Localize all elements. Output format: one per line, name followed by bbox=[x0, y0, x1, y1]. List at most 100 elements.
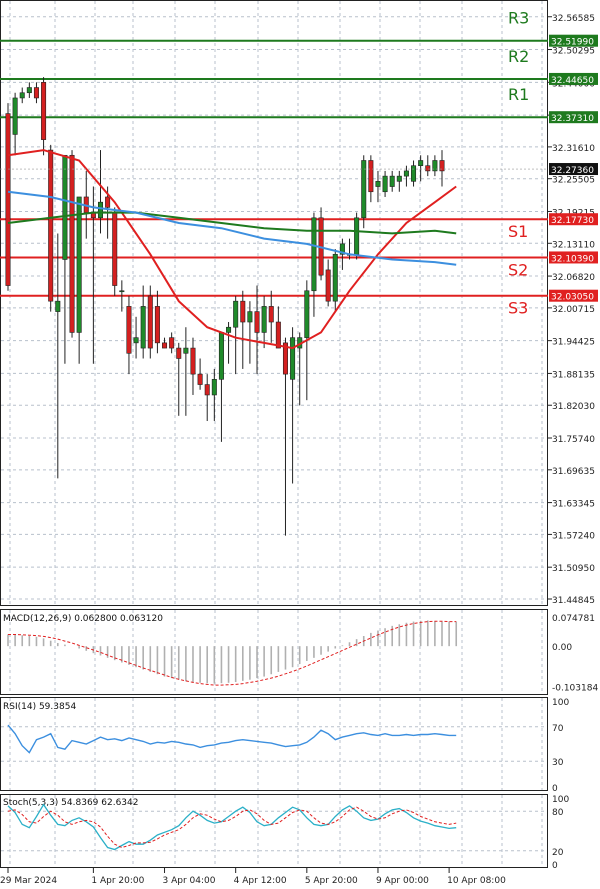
price-axis: 32.5658532.5029532.4400032.3770532.31610… bbox=[0, 14, 598, 606]
level-price-tag bbox=[549, 34, 598, 47]
level-price-tag bbox=[549, 251, 598, 264]
rsi-tick-label: 30 bbox=[552, 758, 564, 768]
candle-body bbox=[19, 92, 25, 99]
support-resistance-levels: R3 R2 R1 S1 S2 S3 bbox=[0, 9, 548, 318]
price-tick-label: 31.44845 bbox=[552, 596, 595, 606]
rsi-tick-label: 70 bbox=[552, 724, 564, 734]
candle-body bbox=[254, 311, 260, 333]
macd-signal-line bbox=[8, 620, 457, 686]
level-price-tag bbox=[549, 111, 598, 124]
candle-body bbox=[33, 87, 39, 99]
price-tick-label: 32.00715 bbox=[552, 305, 595, 315]
candle-body bbox=[133, 337, 139, 344]
price-tick-label: 31.63345 bbox=[552, 500, 595, 510]
macd-panel: MACD(12,26,9) 0.062800 0.063120 0.074781 0… bbox=[3, 614, 598, 693]
rsi-label: RSI(14) 59.3854 bbox=[3, 702, 76, 712]
stoch-tick-label: 100 bbox=[552, 795, 569, 805]
candle-body bbox=[62, 154, 68, 260]
stoch-panel: Stoch(5,3,3) 54.8369 62.6342 100 80 20 0 bbox=[1, 795, 569, 871]
level-price-tag bbox=[549, 213, 598, 226]
stoch-tick-label: 80 bbox=[552, 808, 564, 818]
candle-body bbox=[218, 332, 224, 380]
moving-average-line bbox=[7, 211, 457, 235]
price-tick-label: 32.13110 bbox=[552, 240, 595, 250]
candle-body bbox=[311, 217, 317, 292]
candle-body bbox=[147, 295, 153, 349]
stoch-tick-label: 0 bbox=[552, 861, 558, 871]
time-tick-label: 10 Apr 08:00 bbox=[447, 876, 506, 886]
candle-body bbox=[282, 342, 288, 375]
candle-body bbox=[389, 175, 395, 187]
level-label-r1: R1 bbox=[508, 85, 529, 104]
stoch-k-line bbox=[7, 803, 457, 851]
level-price-tag bbox=[549, 289, 598, 302]
candle-body bbox=[48, 149, 54, 302]
moving-averages bbox=[7, 149, 457, 350]
price-tick-label: 32.06820 bbox=[552, 273, 595, 283]
candle-body bbox=[154, 306, 160, 344]
candle-body bbox=[368, 160, 374, 193]
candle-body bbox=[425, 165, 431, 172]
candle-body bbox=[5, 113, 11, 286]
candle-body bbox=[69, 154, 75, 333]
candle-body bbox=[226, 326, 232, 333]
price-tick-label: 31.69635 bbox=[552, 467, 595, 477]
candle-body bbox=[41, 82, 47, 140]
rsi-tick-label: 0 bbox=[552, 784, 558, 794]
price-tick-label: 31.82030 bbox=[552, 402, 595, 412]
candle-body bbox=[432, 160, 438, 172]
candle-body bbox=[411, 165, 417, 182]
rsi-tick-label: 100 bbox=[552, 698, 569, 708]
stoch-tick-label: 20 bbox=[552, 848, 564, 858]
candle-body bbox=[403, 170, 409, 177]
candle-body bbox=[361, 160, 367, 219]
time-tick-label: 29 Mar 2024 bbox=[0, 876, 57, 886]
candle-body bbox=[162, 342, 168, 349]
candle-body bbox=[375, 181, 381, 187]
level-price-tag-label: 32.37310 bbox=[551, 114, 594, 124]
price-tick-label: 32.50295 bbox=[552, 47, 595, 57]
candle-body bbox=[382, 175, 388, 193]
candle-body bbox=[268, 306, 274, 323]
candle-body bbox=[339, 243, 345, 255]
candle-body bbox=[12, 97, 18, 135]
panel-frame bbox=[0, 697, 548, 791]
candle-body bbox=[169, 337, 175, 349]
candle-body bbox=[190, 347, 196, 375]
candle-body bbox=[119, 290, 125, 293]
price-tick-label: 31.94425 bbox=[552, 338, 595, 348]
level-price-tag-label: 32.44650 bbox=[551, 76, 594, 86]
level-price-tag bbox=[549, 72, 598, 85]
candle-body bbox=[325, 269, 331, 302]
current-price-tag bbox=[549, 163, 598, 176]
candle-body bbox=[126, 306, 132, 354]
candle-body bbox=[233, 300, 239, 328]
candle-body bbox=[197, 373, 203, 385]
macd-tick-label: -0.103184 bbox=[552, 683, 598, 693]
candle-body bbox=[204, 384, 210, 396]
time-tick-label: 3 Apr 04:00 bbox=[163, 876, 216, 886]
macd-tick-label: 0.074781 bbox=[552, 614, 595, 624]
price-candles bbox=[5, 77, 445, 536]
price-tick-label: 32.31610 bbox=[552, 144, 595, 154]
level-price-tag-label: 32.10390 bbox=[551, 254, 594, 264]
candle-body bbox=[275, 321, 281, 349]
level-label-s2: S2 bbox=[508, 260, 528, 279]
level-price-tag-label: 32.17730 bbox=[551, 216, 594, 226]
time-tick-label: 4 Apr 12:00 bbox=[234, 876, 287, 886]
level-label-r3: R3 bbox=[508, 9, 529, 28]
panel-frame bbox=[0, 0, 548, 606]
candle-body bbox=[439, 160, 445, 172]
current-price-tag-label: 32.27360 bbox=[551, 166, 594, 176]
level-price-tag-label: 32.03050 bbox=[551, 293, 594, 303]
candle-body bbox=[396, 175, 402, 182]
candle-body bbox=[418, 160, 424, 166]
candle-body bbox=[211, 379, 217, 396]
candle-body bbox=[26, 87, 32, 94]
candle-body bbox=[240, 300, 246, 323]
stoch-label: Stoch(5,3,3) 54.8369 62.6342 bbox=[3, 798, 138, 808]
candle-body bbox=[105, 196, 111, 208]
candle-body bbox=[76, 196, 82, 333]
price-tick-label: 32.25505 bbox=[552, 176, 595, 186]
